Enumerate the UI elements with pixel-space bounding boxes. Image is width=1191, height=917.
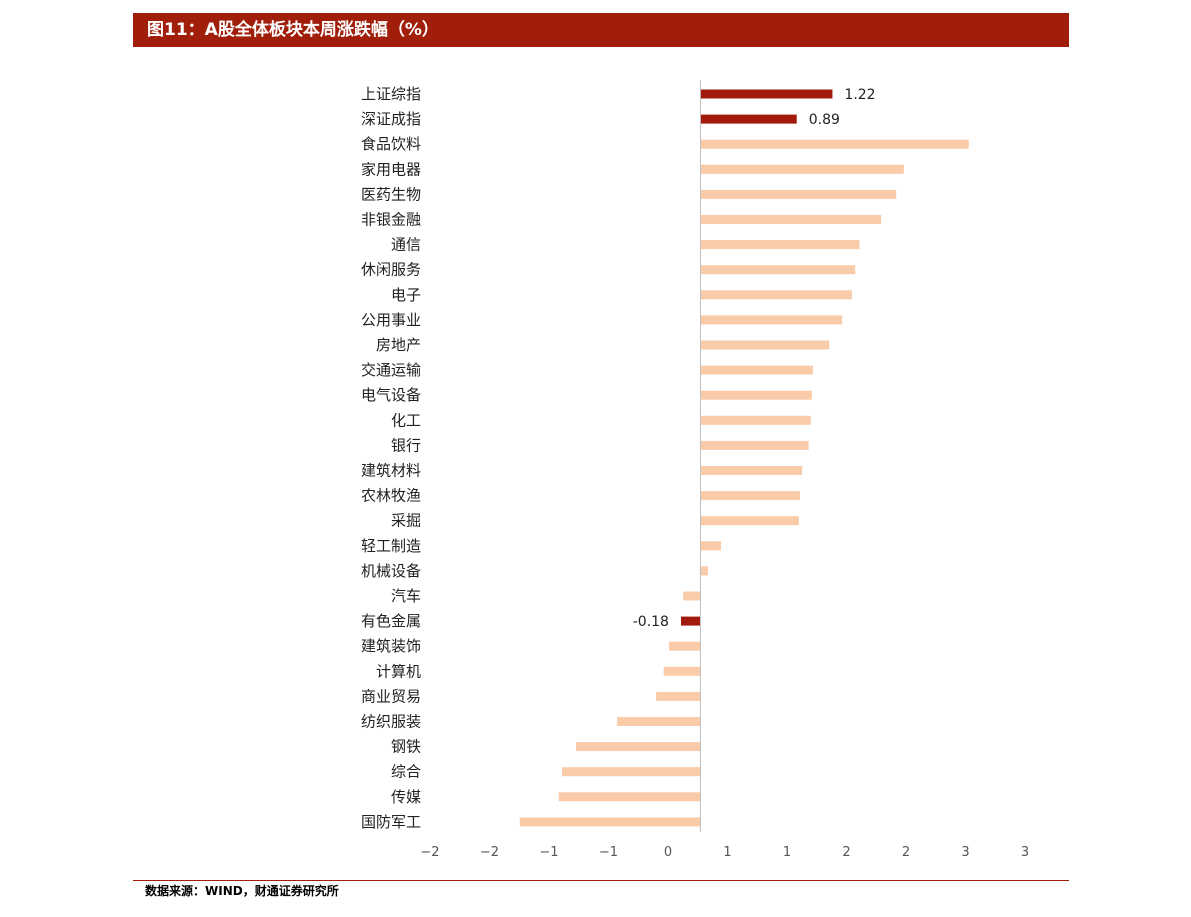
category-label: 房地产 bbox=[376, 336, 421, 354]
data-label: 1.22 bbox=[844, 87, 875, 103]
bar bbox=[700, 340, 830, 350]
x-tick-label: 3 bbox=[961, 845, 969, 860]
category-label: 有色金属 bbox=[361, 612, 421, 630]
bar bbox=[700, 516, 799, 526]
category-label: 上证综指 bbox=[361, 85, 421, 103]
category-label: 建筑材料 bbox=[361, 462, 421, 480]
chart-area: 上证综指 1.22 深证成指 0.89 食品饮料家用电器医药生物非银金融通信休闲服务电子… bbox=[133, 60, 1069, 880]
category-label: 深证成指 bbox=[361, 110, 421, 128]
bar bbox=[700, 240, 860, 250]
category-label: 公用事业 bbox=[361, 311, 421, 329]
bar bbox=[700, 491, 800, 501]
category-label: 汽车 bbox=[391, 587, 421, 605]
bar bbox=[680, 616, 701, 626]
category-label: 医药生物 bbox=[361, 185, 421, 203]
bar bbox=[663, 666, 701, 676]
footer-divider bbox=[133, 880, 1069, 881]
bar bbox=[700, 215, 882, 224]
bar bbox=[700, 440, 809, 450]
x-tick-label: −2 bbox=[480, 845, 499, 860]
x-tick-label: 1 bbox=[783, 845, 791, 860]
category-label: 银行 bbox=[391, 436, 421, 454]
category-label: 机械设备 bbox=[361, 562, 421, 580]
category-label: 农林牧渔 bbox=[361, 487, 421, 505]
bar bbox=[700, 566, 709, 576]
bar bbox=[700, 390, 812, 400]
bar bbox=[700, 89, 833, 99]
category-label: 轻工制造 bbox=[361, 537, 421, 555]
category-label: 计算机 bbox=[376, 662, 421, 680]
chart-title: 图11：A股全体板块本周涨跌幅（%） bbox=[147, 20, 439, 40]
x-tick-label: −2 bbox=[420, 845, 439, 860]
bar bbox=[700, 114, 797, 124]
category-label: 电气设备 bbox=[361, 386, 421, 404]
bar bbox=[700, 541, 722, 551]
x-tick-label: 3 bbox=[1021, 845, 1029, 860]
bar bbox=[576, 742, 701, 752]
bar bbox=[700, 290, 852, 300]
x-tick-label: 2 bbox=[902, 845, 910, 860]
category-label: 化工 bbox=[391, 411, 421, 429]
category-label: 交通运输 bbox=[361, 361, 421, 379]
category-label: 钢铁 bbox=[391, 738, 421, 756]
x-tick-label: 0 bbox=[664, 845, 672, 860]
category-label: 非银金融 bbox=[361, 211, 421, 229]
category-label: 综合 bbox=[391, 763, 421, 781]
chart-title-bar: 图11：A股全体板块本周涨跌幅（%） bbox=[133, 13, 1069, 47]
category-label: 通信 bbox=[391, 236, 421, 254]
bar bbox=[700, 265, 856, 275]
category-label: 休闲服务 bbox=[361, 261, 421, 279]
source-note: 数据来源：WIND，财通证券研究所 bbox=[145, 884, 339, 898]
bar bbox=[683, 591, 701, 601]
x-tick-label: −1 bbox=[539, 845, 558, 860]
category-label: 纺织服装 bbox=[361, 713, 421, 731]
bar bbox=[700, 466, 803, 475]
bar bbox=[519, 817, 701, 827]
bar bbox=[700, 315, 843, 325]
bar bbox=[558, 792, 701, 802]
bar bbox=[700, 365, 813, 375]
category-label: 食品饮料 bbox=[361, 135, 421, 153]
bar bbox=[669, 641, 701, 651]
x-tick-label: 2 bbox=[842, 845, 850, 860]
bar bbox=[700, 164, 904, 174]
bar bbox=[561, 767, 701, 777]
bar bbox=[656, 691, 701, 701]
category-label: 采掘 bbox=[391, 512, 421, 530]
bar-chart: 上证综指 1.22 深证成指 0.89 食品饮料家用电器医药生物非银金融通信休闲服务电子… bbox=[361, 80, 1029, 860]
x-tick-label: 1 bbox=[723, 845, 731, 860]
bar bbox=[700, 415, 811, 425]
category-label: 家用电器 bbox=[361, 160, 421, 178]
category-label: 传媒 bbox=[391, 788, 421, 806]
bar bbox=[700, 139, 969, 149]
category-label: 建筑装饰 bbox=[361, 637, 421, 655]
bar bbox=[700, 189, 897, 199]
data-label: -0.18 bbox=[633, 614, 669, 630]
data-label: 0.89 bbox=[809, 112, 840, 128]
category-label: 国防军工 bbox=[361, 813, 421, 831]
bar bbox=[617, 717, 701, 726]
category-label: 电子 bbox=[391, 286, 421, 304]
x-tick-label: −1 bbox=[599, 845, 618, 860]
category-label: 商业贸易 bbox=[361, 687, 421, 705]
